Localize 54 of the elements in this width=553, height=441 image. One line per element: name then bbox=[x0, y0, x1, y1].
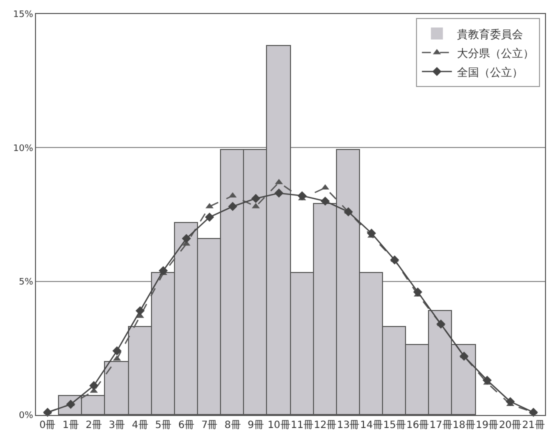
x-tick-label: 17冊 bbox=[430, 420, 452, 431]
point bbox=[321, 184, 330, 190]
point bbox=[390, 255, 400, 264]
x-tick-label: 19冊 bbox=[476, 420, 499, 431]
x-tick-label: 0冊 bbox=[39, 420, 56, 431]
point bbox=[528, 408, 538, 417]
point bbox=[252, 202, 260, 208]
point bbox=[158, 266, 168, 276]
point bbox=[274, 188, 284, 198]
point bbox=[482, 376, 492, 385]
x-tick-label: 11冊 bbox=[290, 420, 314, 431]
y-tick-label: 5% bbox=[18, 277, 34, 288]
x-tick-label: 6冊 bbox=[178, 420, 195, 431]
point bbox=[43, 408, 52, 417]
x-tick-label: 8冊 bbox=[224, 420, 241, 431]
point bbox=[344, 207, 353, 216]
point bbox=[413, 287, 422, 297]
x-tick-label: 1冊 bbox=[62, 420, 79, 431]
y-tick-label: 15% bbox=[13, 10, 34, 20]
y-tick-label: 10% bbox=[13, 144, 34, 154]
x-tick-label: 18冊 bbox=[452, 420, 476, 431]
point bbox=[112, 346, 122, 356]
point bbox=[89, 381, 98, 390]
x-tick-label: 3冊 bbox=[108, 420, 126, 431]
legend-label: 貴教育委員会 bbox=[456, 28, 523, 41]
point bbox=[274, 178, 283, 184]
x-tick-label: 10冊 bbox=[268, 420, 290, 431]
x-tick-label: 13冊 bbox=[336, 420, 360, 431]
point bbox=[320, 196, 330, 206]
point bbox=[459, 352, 469, 361]
point bbox=[251, 194, 260, 204]
x-tick-label: 5冊 bbox=[155, 420, 172, 431]
x-tick-label: 14冊 bbox=[360, 420, 383, 431]
point bbox=[228, 202, 238, 212]
x-tick-label: 7冊 bbox=[201, 420, 218, 431]
x-tick-label: 4冊 bbox=[132, 420, 148, 431]
x-tick-label: 2冊 bbox=[86, 420, 102, 431]
point bbox=[228, 192, 237, 198]
point bbox=[204, 212, 214, 222]
x-tick-label: 9冊 bbox=[248, 420, 264, 431]
x-tick-label: 12冊 bbox=[314, 420, 337, 431]
point bbox=[506, 397, 515, 406]
x-tick-label: 16冊 bbox=[406, 420, 430, 431]
point bbox=[136, 306, 145, 316]
legend-label: 大分県（公立） bbox=[456, 46, 534, 60]
point bbox=[298, 191, 307, 200]
legend-label: 全国（公立） bbox=[456, 66, 523, 79]
y-tick-label: 0% bbox=[18, 411, 34, 422]
x-tick-label: 15冊 bbox=[383, 420, 406, 431]
x-tick-label: 21冊 bbox=[522, 420, 545, 431]
x-tick-label: 20冊 bbox=[498, 420, 522, 431]
point bbox=[182, 234, 191, 244]
point bbox=[366, 228, 376, 238]
point bbox=[436, 320, 446, 329]
